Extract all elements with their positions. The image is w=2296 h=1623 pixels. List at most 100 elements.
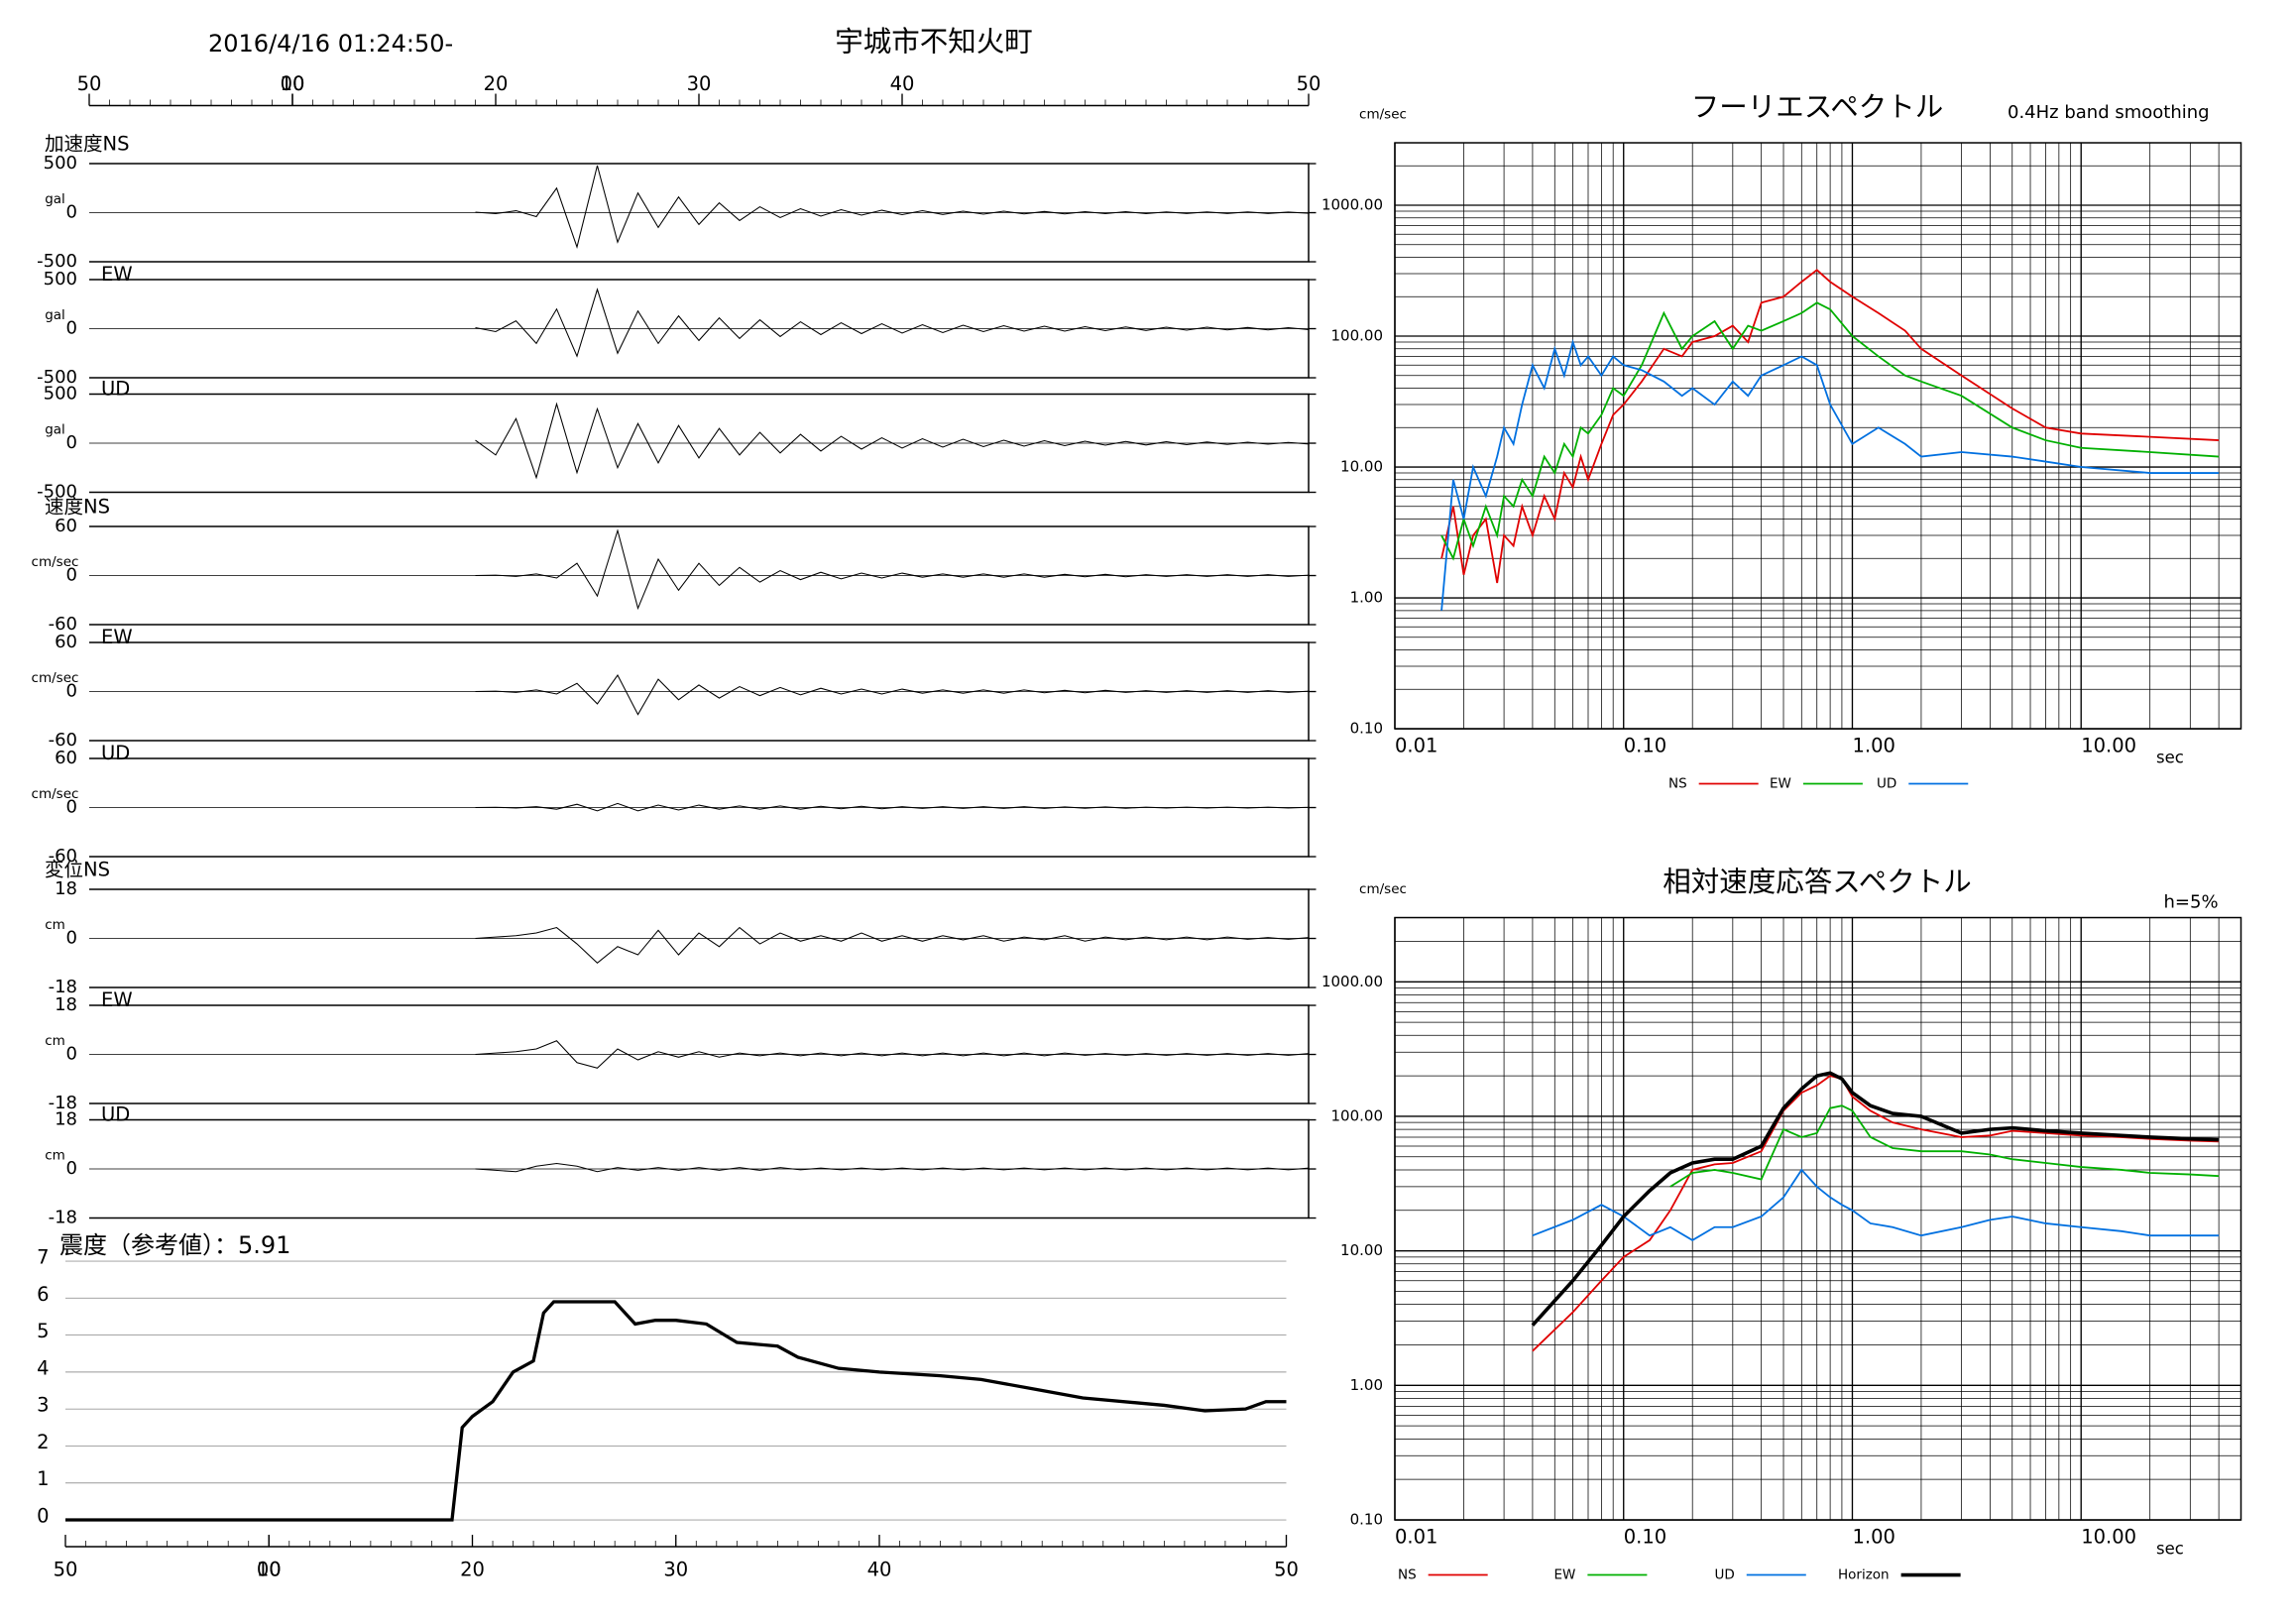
trace-name: EW — [101, 263, 133, 286]
unit-label: cm/sec — [32, 670, 79, 686]
trace-name: EW — [101, 626, 133, 648]
group-name: 加速度 — [45, 132, 103, 155]
y-tick-label: -60 — [49, 730, 77, 751]
chart-title: フーリエスペクトル — [1691, 91, 1944, 124]
y-tick-label: 500 — [44, 269, 77, 290]
x-tick-label: 50 — [77, 72, 102, 95]
y-tick-label: 0.10 — [1350, 1511, 1383, 1529]
unit-label: cm — [45, 1148, 65, 1164]
trace-name: NS — [103, 132, 130, 155]
y-tick-label: -18 — [49, 1093, 77, 1113]
y-tick-label: 18 — [55, 1109, 77, 1130]
spectrum-line — [1669, 1104, 2220, 1188]
chart-title: 震度（参考値）：5.91 — [59, 1231, 290, 1259]
x-tick-label: 10.00 — [2081, 735, 2136, 757]
y-unit: cm/sec — [1359, 107, 1407, 123]
x-tick-label: 1.00 — [1852, 1526, 1894, 1549]
y-tick-label: 500 — [44, 153, 77, 174]
y-tick-label: -60 — [49, 614, 77, 635]
unit-label: cm/sec — [32, 554, 79, 570]
trace-label: 速度NS — [45, 495, 110, 518]
chart-title: 相対速度応答スペクトル — [1663, 866, 1972, 898]
trace-label: 加速度NS — [45, 132, 129, 155]
y-tick-label: 4 — [37, 1356, 49, 1379]
y-tick-label: 0 — [66, 1044, 77, 1065]
station-name: 宇城市不知火町 — [835, 26, 1033, 58]
y-tick-label: 10.00 — [1340, 458, 1383, 476]
trace-name: EW — [101, 988, 133, 1011]
spectrum-line — [1532, 1168, 2220, 1241]
y-tick-label: 1 — [37, 1467, 49, 1490]
x-tick-label: 50 — [1297, 72, 1321, 95]
y-tick-label: 3 — [37, 1394, 49, 1417]
spectrum-line — [1440, 301, 2220, 561]
group-name: 速度 — [45, 495, 83, 518]
x-tick-label: 00 — [281, 72, 305, 95]
x-tick-label: 00 — [257, 1559, 282, 1581]
x-unit: sec — [2156, 1540, 2184, 1559]
y-tick-label: 0.10 — [1350, 720, 1383, 738]
y-tick-label: 18 — [55, 994, 77, 1015]
x-tick-label: 10 — [281, 72, 305, 95]
x-tick-label: 20 — [460, 1559, 485, 1581]
legend-label: NS — [1668, 776, 1687, 792]
y-tick-label: -500 — [37, 367, 77, 388]
x-tick-label: 0.01 — [1395, 1526, 1437, 1549]
x-tick-label: 50 — [54, 1559, 78, 1581]
chart-subtitle: h=5% — [2164, 892, 2219, 913]
unit-label: cm — [45, 1033, 65, 1049]
spectrum-line — [1532, 1075, 2220, 1352]
legend-label: EW — [1770, 776, 1791, 792]
y-tick-label: 0 — [37, 1505, 49, 1528]
unit-label: cm/sec — [32, 786, 79, 802]
y-tick-label: 1000.00 — [1321, 196, 1383, 214]
waveform-trace — [475, 1040, 1310, 1069]
x-tick-label: 30 — [663, 1559, 688, 1581]
x-tick-label: 10.00 — [2081, 1526, 2136, 1549]
y-tick-label: 0 — [66, 928, 77, 949]
y-tick-label: 2 — [37, 1431, 49, 1453]
x-tick-label: 10 — [257, 1559, 282, 1581]
y-tick-label: 0 — [66, 432, 77, 453]
chart-title: 2016/4/16 01:24:50- — [208, 30, 453, 58]
trace-name: UD — [101, 742, 130, 764]
intensity-line — [65, 1300, 1287, 1522]
waveform-trace — [475, 1162, 1310, 1173]
x-tick-label: 0.10 — [1624, 735, 1666, 757]
unit-label: gal — [45, 422, 65, 438]
spectrum-line — [1440, 338, 2220, 611]
legend-label: UD — [1877, 776, 1896, 792]
y-tick-label: -18 — [49, 1208, 77, 1228]
chart-subtitle: 0.4Hz band smoothing — [2008, 102, 2210, 123]
y-tick-label: 60 — [55, 516, 77, 536]
y-tick-label: -500 — [37, 482, 77, 503]
trace-name: NS — [83, 858, 110, 880]
waveform-trace — [475, 288, 1310, 358]
x-tick-label: 0.10 — [1624, 1526, 1666, 1549]
spectrum-line — [1531, 1071, 2220, 1327]
trace-name: NS — [83, 495, 110, 518]
waveform-trace — [475, 402, 1310, 480]
y-tick-label: 60 — [55, 632, 77, 652]
y-tick-label: 0 — [66, 565, 77, 586]
trace-name: UD — [101, 378, 130, 401]
legend-label: UD — [1715, 1567, 1735, 1583]
y-tick-label: 1.00 — [1350, 589, 1383, 607]
y-tick-label: 100.00 — [1331, 1106, 1384, 1124]
x-tick-label: 40 — [890, 72, 915, 95]
y-tick-label: 0 — [66, 681, 77, 702]
y-tick-label: 6 — [37, 1283, 49, 1306]
y-tick-label: 1.00 — [1350, 1376, 1383, 1394]
waveform-trace — [475, 528, 1310, 611]
x-tick-label: 40 — [867, 1559, 892, 1581]
y-tick-label: -500 — [37, 251, 77, 272]
trace-label: 変位NS — [45, 858, 110, 880]
y-unit: cm/sec — [1359, 881, 1407, 897]
legend-label: EW — [1554, 1567, 1576, 1583]
waveform-trace — [475, 674, 1310, 716]
waveform-trace — [475, 926, 1310, 964]
x-tick-label: 50 — [1274, 1559, 1299, 1581]
y-tick-label: 100.00 — [1331, 327, 1384, 345]
y-tick-label: 7 — [37, 1246, 49, 1269]
